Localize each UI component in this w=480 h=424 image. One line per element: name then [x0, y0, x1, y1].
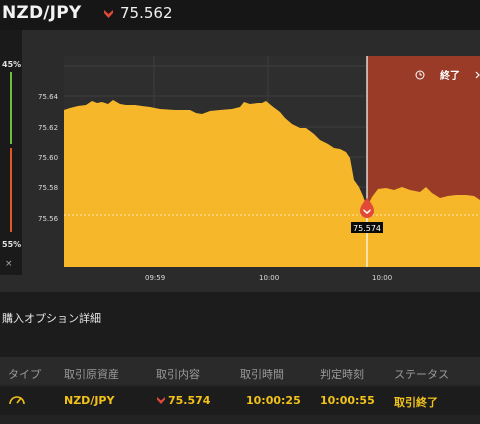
- marker-label-bg: [351, 222, 383, 233]
- row-asset: NZD/JPY: [64, 394, 115, 407]
- col-judge-time: 判定時刻: [320, 368, 364, 381]
- end-label: 終了: [415, 69, 480, 82]
- y-tick: 75.58: [38, 184, 58, 192]
- y-tick: 75.56: [38, 215, 59, 223]
- end-label-text: 終了: [440, 69, 460, 82]
- currency-pair: NZD/JPY: [2, 3, 82, 23]
- col-content: 取引内容: [156, 368, 200, 381]
- row-content: 75.574: [168, 394, 211, 407]
- y-tick: 75.62: [38, 124, 58, 132]
- col-status: ステータス: [394, 368, 449, 381]
- down-arrow-icon: [104, 10, 113, 18]
- row-judge-time: 10:00:55: [320, 394, 375, 407]
- gauge-top-percent: 45%: [2, 60, 22, 69]
- details-section: [0, 298, 480, 334]
- x-axis: 09:59 10:00 10:00: [145, 274, 392, 282]
- col-trade-time: 取引時間: [240, 368, 284, 381]
- gauge-close-button[interactable]: ×: [5, 259, 13, 269]
- y-tick: 75.60: [38, 154, 58, 162]
- gauge-type-icon: [9, 396, 25, 405]
- gauge-bar: [10, 72, 12, 232]
- header-bar: [0, 0, 480, 30]
- col-type: タイプ: [8, 368, 41, 381]
- down-arrow-icon: [157, 397, 165, 404]
- marker-price: 75.574: [353, 224, 381, 233]
- gauge-bottom-percent: 55%: [2, 240, 22, 249]
- marker-drop: [360, 198, 374, 218]
- x-tick: 09:59: [145, 274, 165, 282]
- table-row[interactable]: [0, 387, 480, 415]
- y-axis: 75.64 75.62 75.60 75.58 75.56: [38, 93, 59, 223]
- col-asset: 取引原資産: [64, 368, 119, 381]
- row-trade-time: 10:00:25: [246, 394, 301, 407]
- table-header: [0, 357, 480, 385]
- price-chart: 75.64 75.62 75.60 75.58 75.56 09:59 10:0…: [38, 56, 480, 282]
- x-tick: 10:00: [259, 274, 279, 282]
- x-tick: 10:00: [372, 274, 392, 282]
- table-row: [0, 417, 480, 424]
- clock-icon: [415, 70, 425, 80]
- marker-down-arrow-icon: [363, 209, 371, 214]
- current-price: 75.562: [120, 4, 173, 22]
- details-title: 購入オプション詳細: [2, 312, 101, 325]
- y-tick: 75.64: [38, 93, 59, 101]
- entry-marker: 75.574: [351, 198, 383, 233]
- row-status: 取引終了: [394, 396, 438, 409]
- chevron-right-icon: [475, 71, 480, 79]
